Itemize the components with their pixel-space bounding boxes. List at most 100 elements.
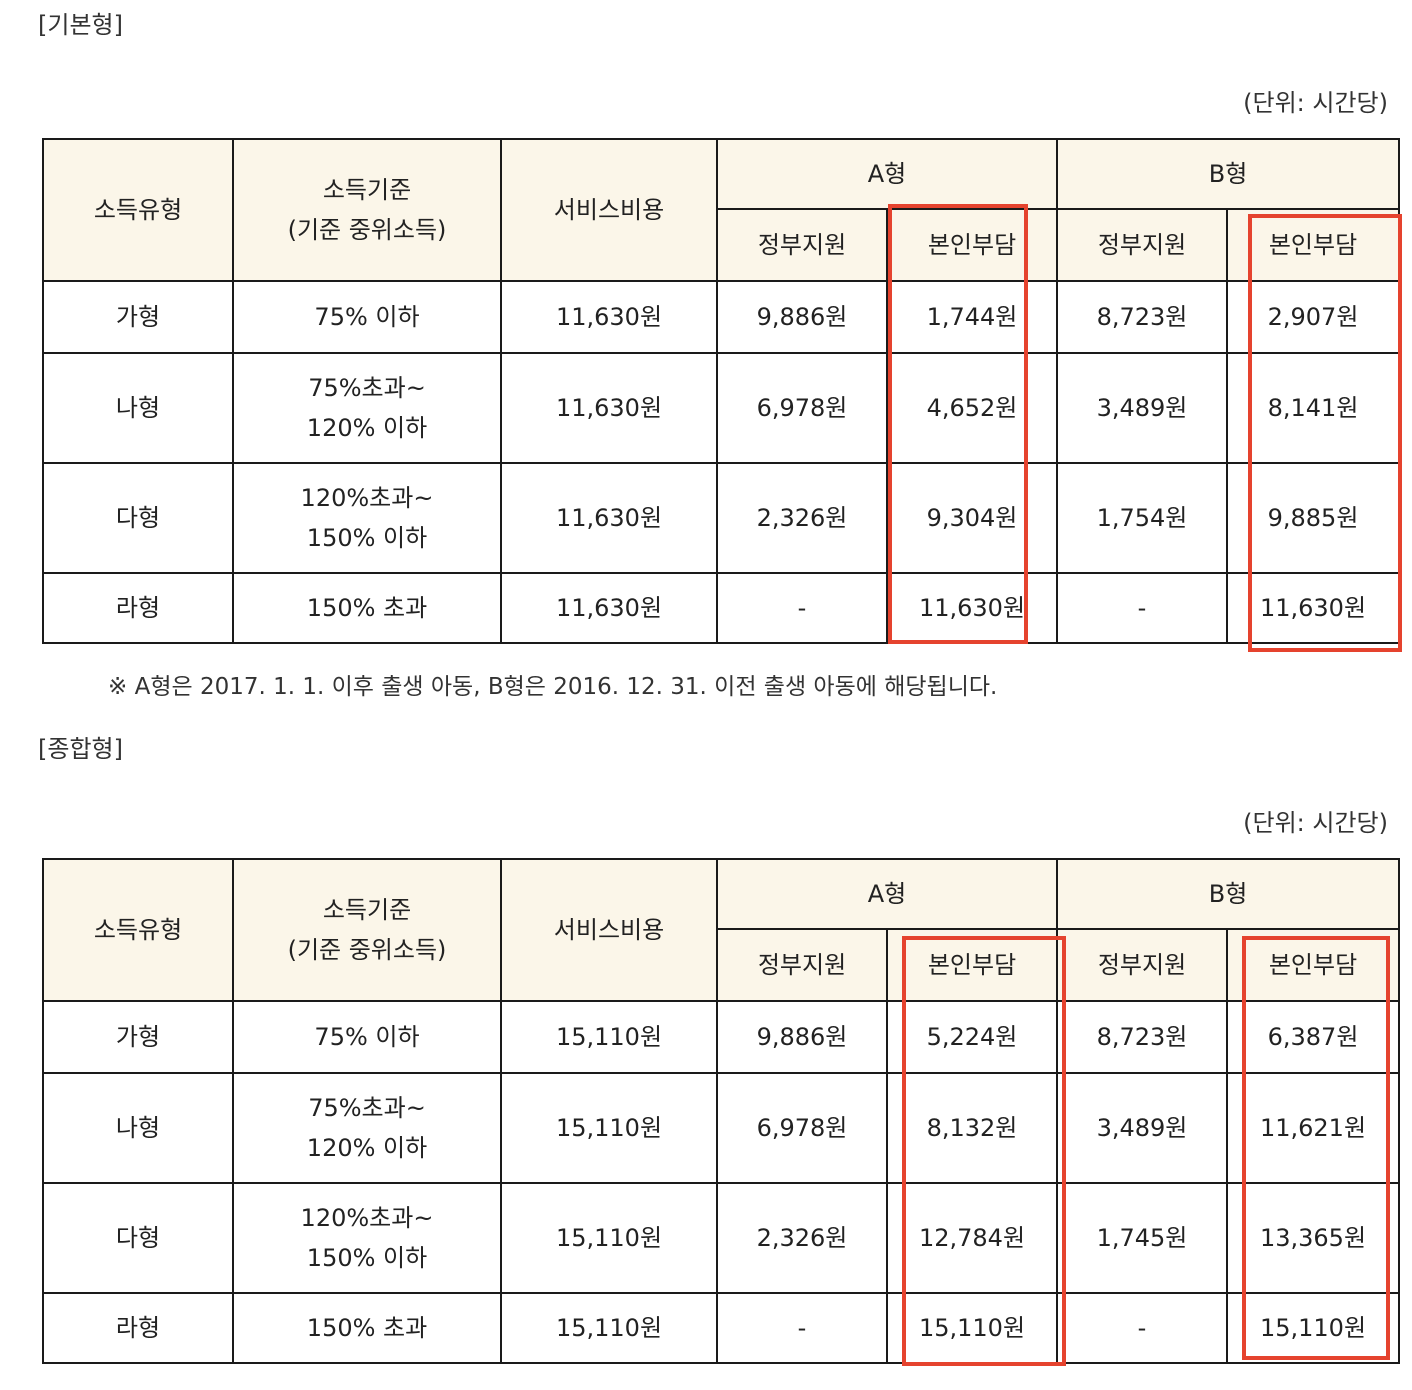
criteria-line: 75% 이하: [314, 1023, 420, 1051]
cell-a-self-pay: 4,652원: [886, 352, 1058, 464]
header-a-gov-support: 정부지원: [716, 928, 888, 1002]
cell-b-gov-support: 8,723원: [1056, 1000, 1228, 1074]
cell-income-type: 가형: [42, 1000, 234, 1074]
header-income-criteria-line1: 소득기준: [322, 896, 412, 924]
cell-b-gov-support: 3,489원: [1056, 352, 1228, 464]
header-type-a: A형: [716, 858, 1058, 930]
cell-a-gov-support: 6,978원: [716, 1072, 888, 1184]
cell-income-criteria: 75%초과~ 120% 이하: [232, 1072, 502, 1184]
cell-service-cost: 11,630원: [500, 280, 718, 354]
basic-fee-table: 소득유형 소득기준 (기준 중위소득) 서비스비용 A형 B형 정부지원 본인부…: [42, 138, 1401, 644]
birth-date-note: ※ A형은 2017. 1. 1. 이후 출생 아동, B형은 2016. 12…: [108, 674, 998, 700]
table-row: 나형 75%초과~ 120% 이하 11,630원 6,978원 4,652원 …: [42, 352, 1401, 464]
cell-b-self-pay: 6,387원: [1225, 1000, 1401, 1074]
criteria-line: 75% 이하: [314, 303, 420, 331]
comprehensive-section-title: [종합형]: [38, 735, 123, 763]
cell-income-type: 다형: [42, 462, 234, 574]
cell-service-cost: 15,110원: [500, 1000, 718, 1074]
cell-income-criteria: 75% 이하: [232, 1000, 502, 1074]
cell-service-cost: 11,630원: [500, 572, 718, 644]
criteria-line: 120%초과~: [300, 484, 434, 512]
cell-b-gov-support: 8,723원: [1056, 280, 1228, 354]
cell-b-self-pay: 9,885원: [1225, 462, 1401, 574]
header-b-self-pay: 본인부담: [1225, 208, 1401, 282]
table-row: 나형 75%초과~ 120% 이하 15,110원 6,978원 8,132원 …: [42, 1072, 1401, 1184]
cell-b-self-pay: 11,630원: [1225, 572, 1401, 644]
header-income-type: 소득유형: [42, 138, 234, 282]
cell-b-self-pay: 13,365원: [1225, 1182, 1401, 1294]
criteria-line: 150% 초과: [306, 594, 428, 622]
header-a-self-pay: 본인부담: [886, 928, 1058, 1002]
cell-income-criteria: 75%초과~ 120% 이하: [232, 352, 502, 464]
criteria-line: 150% 이하: [306, 524, 428, 552]
criteria-line: 120% 이하: [306, 414, 428, 442]
cell-a-self-pay: 5,224원: [886, 1000, 1058, 1074]
cell-b-self-pay: 8,141원: [1225, 352, 1401, 464]
header-type-b: B형: [1055, 858, 1401, 930]
header-b-gov-support: 정부지원: [1056, 208, 1228, 282]
cell-service-cost: 15,110원: [500, 1072, 718, 1184]
header-type-a: A형: [716, 138, 1058, 210]
cell-a-gov-support: -: [716, 1292, 888, 1364]
cell-b-gov-support: -: [1056, 1292, 1228, 1364]
header-income-criteria: 소득기준 (기준 중위소득): [232, 858, 502, 1002]
table-row: 라형 150% 초과 11,630원 - 11,630원 - 11,630원: [42, 572, 1401, 644]
comprehensive-fee-table: 소득유형 소득기준 (기준 중위소득) 서비스비용 A형 B형 정부지원 본인부…: [42, 858, 1401, 1364]
cell-a-self-pay: 12,784원: [886, 1182, 1058, 1294]
table-row: 다형 120%초과~ 150% 이하 11,630원 2,326원 9,304원…: [42, 462, 1401, 574]
cell-income-criteria: 120%초과~ 150% 이하: [232, 462, 502, 574]
header-income-criteria: 소득기준 (기준 중위소득): [232, 138, 502, 282]
criteria-line: 75%초과~: [308, 374, 426, 402]
basic-section-title: [기본형]: [38, 11, 123, 39]
cell-a-self-pay: 8,132원: [886, 1072, 1058, 1184]
table-row: 가형 75% 이하 11,630원 9,886원 1,744원 8,723원 2…: [42, 280, 1401, 354]
cell-service-cost: 11,630원: [500, 352, 718, 464]
cell-income-criteria: 75% 이하: [232, 280, 502, 354]
cell-income-type: 라형: [42, 572, 234, 644]
header-service-cost: 서비스비용: [500, 138, 718, 282]
cell-b-self-pay: 2,907원: [1225, 280, 1401, 354]
criteria-line: 120%초과~: [300, 1204, 434, 1232]
table-row: 라형 150% 초과 15,110원 - 15,110원 - 15,110원: [42, 1292, 1401, 1364]
cell-income-type: 라형: [42, 1292, 234, 1364]
criteria-line: 150% 초과: [306, 1314, 428, 1342]
header-a-self-pay: 본인부담: [886, 208, 1058, 282]
cell-income-type: 나형: [42, 1072, 234, 1184]
cell-a-gov-support: 6,978원: [716, 352, 888, 464]
header-income-criteria-line2: (기준 중위소득): [287, 936, 447, 964]
header-income-criteria-line2: (기준 중위소득): [287, 216, 447, 244]
table-row: 가형 75% 이하 15,110원 9,886원 5,224원 8,723원 6…: [42, 1000, 1401, 1074]
comprehensive-unit-label: (단위: 시간당): [1243, 809, 1388, 837]
cell-income-type: 다형: [42, 1182, 234, 1294]
criteria-line: 75%초과~: [308, 1094, 426, 1122]
cell-b-gov-support: 1,754원: [1056, 462, 1228, 574]
header-a-gov-support: 정부지원: [716, 208, 888, 282]
cell-income-criteria: 120%초과~ 150% 이하: [232, 1182, 502, 1294]
cell-a-gov-support: 2,326원: [716, 1182, 888, 1294]
cell-a-self-pay: 9,304원: [886, 462, 1058, 574]
cell-b-gov-support: 1,745원: [1056, 1182, 1228, 1294]
cell-a-gov-support: -: [716, 572, 888, 644]
cell-b-self-pay: 15,110원: [1225, 1292, 1401, 1364]
header-type-b: B형: [1055, 138, 1401, 210]
cell-b-gov-support: -: [1056, 572, 1228, 644]
cell-service-cost: 15,110원: [500, 1182, 718, 1294]
cell-b-self-pay: 11,621원: [1225, 1072, 1401, 1184]
cell-service-cost: 15,110원: [500, 1292, 718, 1364]
header-service-cost: 서비스비용: [500, 858, 718, 1002]
criteria-line: 120% 이하: [306, 1134, 428, 1162]
cell-a-gov-support: 2,326원: [716, 462, 888, 574]
header-income-criteria-line1: 소득기준: [322, 176, 412, 204]
cell-service-cost: 11,630원: [500, 462, 718, 574]
cell-a-gov-support: 9,886원: [716, 1000, 888, 1074]
header-b-self-pay: 본인부담: [1225, 928, 1401, 1002]
header-income-type: 소득유형: [42, 858, 234, 1002]
criteria-line: 150% 이하: [306, 1244, 428, 1272]
basic-unit-label: (단위: 시간당): [1243, 89, 1388, 117]
cell-a-gov-support: 9,886원: [716, 280, 888, 354]
cell-income-type: 가형: [42, 280, 234, 354]
cell-a-self-pay: 15,110원: [886, 1292, 1058, 1364]
header-b-gov-support: 정부지원: [1056, 928, 1228, 1002]
cell-a-self-pay: 1,744원: [886, 280, 1058, 354]
cell-b-gov-support: 3,489원: [1056, 1072, 1228, 1184]
